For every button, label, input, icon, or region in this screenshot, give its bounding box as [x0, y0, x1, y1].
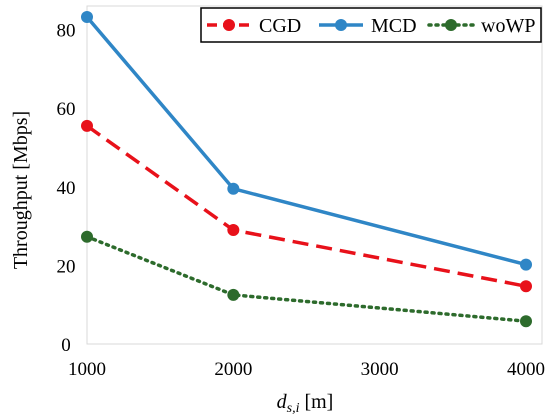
- y-tick-label: 40: [57, 178, 76, 199]
- legend-frame: [200, 7, 542, 43]
- series-line-wowp: [85, 234, 528, 323]
- data-point-cgd: [520, 280, 532, 293]
- y-axis-ticks: 0 20 40 60 80: [57, 21, 76, 356]
- legend-marker-mcd: [335, 19, 347, 31]
- y-axis-label: Throughput [Mbps]: [10, 111, 32, 269]
- x-axis-label: ds,i [m]: [277, 391, 334, 416]
- y-tick-label: 80: [57, 21, 76, 42]
- legend-items: CGD MCD woWP: [207, 15, 535, 37]
- series-lines: [81, 11, 532, 328]
- data-point-cgd: [227, 224, 240, 237]
- x-axis-label-sub: s,i: [287, 401, 300, 416]
- y-tick-label: 60: [57, 99, 76, 120]
- data-point-mcd: [81, 11, 93, 24]
- data-point-cgd: [81, 119, 93, 132]
- legend-marker-cgd: [223, 19, 235, 31]
- legend-marker-wowp: [445, 19, 457, 31]
- legend-label-mcd: MCD: [371, 15, 417, 37]
- x-tick-label: 4000: [507, 359, 545, 380]
- x-axis-ticks: 1000 2000 3000 4000: [68, 359, 545, 380]
- plot-frame: [86, 5, 543, 345]
- legend: CGD MCD woWP: [200, 7, 542, 43]
- data-point-wowp: [81, 230, 93, 243]
- x-tick-label: 2000: [214, 359, 252, 380]
- x-axis-label-main: d: [277, 391, 288, 413]
- y-tick-label: 0: [61, 335, 71, 356]
- x-axis-label-unit: [m]: [299, 391, 333, 413]
- series-line-mcd: [85, 15, 527, 267]
- data-point-mcd: [520, 258, 532, 271]
- data-point-mcd: [227, 182, 240, 195]
- data-point-wowp: [520, 315, 532, 328]
- x-tick-label: 3000: [361, 359, 399, 380]
- data-point-wowp: [227, 288, 240, 301]
- legend-label-wowp: woWP: [481, 15, 535, 37]
- legend-label-cgd: CGD: [259, 15, 301, 37]
- x-tick-label: 1000: [68, 359, 106, 380]
- y-tick-label: 20: [57, 256, 76, 277]
